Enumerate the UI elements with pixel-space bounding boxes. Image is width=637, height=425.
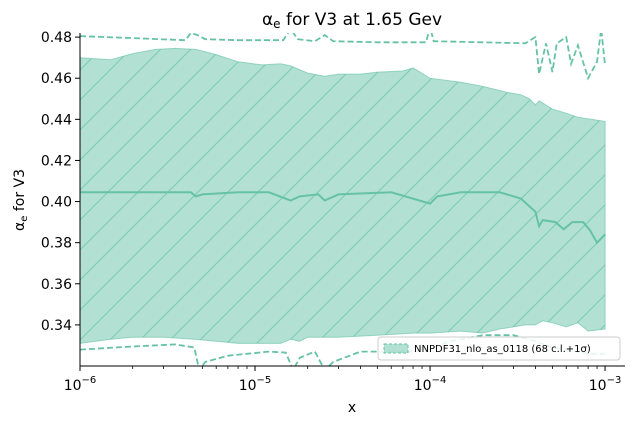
uncertainty-band-hatch: [80, 48, 606, 344]
y-axis-ticks: 0.34 0.36 0.38 0.40 0.42 0.44 0.46 0.48: [41, 30, 80, 334]
y-tick-label: 0.44: [41, 112, 72, 128]
y-tick-label: 0.40: [41, 195, 72, 211]
legend-label: NNPDF31_nlo_as_0118 (68 c.l.+1σ): [414, 344, 591, 355]
y-tick-label: 0.38: [41, 236, 72, 252]
chart-title: αe for V3 at 1.65 Gev: [262, 10, 442, 31]
x-tick-label: 10−5: [239, 375, 272, 394]
y-tick-label: 0.36: [41, 277, 72, 293]
legend: NNPDF31_nlo_as_0118 (68 c.l.+1σ): [377, 336, 621, 361]
x-tick-label: 10−3: [589, 375, 622, 394]
y-tick-label: 0.48: [41, 30, 72, 46]
upper-dashed-line: [80, 33, 606, 81]
y-tick-label: 0.46: [41, 71, 72, 87]
x-axis-label: x: [348, 400, 356, 416]
y-axis-label: αe for V3: [12, 169, 30, 231]
plot-area: [80, 33, 606, 366]
x-tick-label: 10−4: [414, 375, 447, 394]
legend-box: [377, 336, 621, 361]
x-axis-ticks: 10−6 10−5 10−4 10−3: [64, 366, 622, 394]
y-tick-label: 0.42: [41, 153, 72, 169]
legend-swatch: [383, 343, 409, 354]
y-tick-label: 0.34: [41, 318, 72, 334]
x-tick-label: 10−6: [64, 375, 97, 394]
central-value-line: [80, 191, 606, 245]
